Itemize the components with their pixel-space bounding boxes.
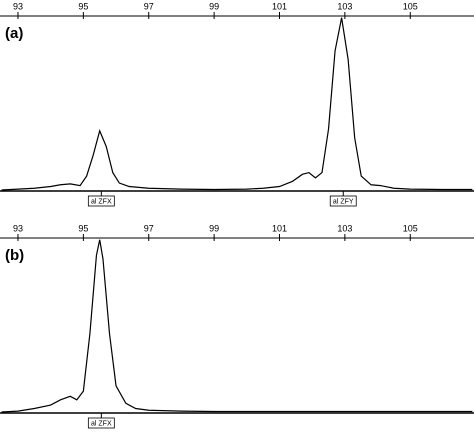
annotation-label: al ZFY <box>333 198 354 205</box>
panel-label: (b) <box>5 247 24 264</box>
x-tick-label: 93 <box>13 223 23 233</box>
trace <box>1 17 473 191</box>
x-tick-label: 101 <box>272 223 287 233</box>
annotation-box <box>87 417 115 429</box>
x-tick-label: 103 <box>337 223 352 233</box>
trace <box>1 239 473 413</box>
annotation-label: al ZFX <box>91 198 112 205</box>
x-tick-label: 103 <box>337 1 352 11</box>
annotation-label: al ZFX <box>91 420 112 427</box>
x-tick-label: 99 <box>209 1 219 11</box>
x-tick-label: 93 <box>13 1 23 11</box>
x-tick-label: 101 <box>272 1 287 11</box>
x-tick-label: 105 <box>403 223 418 233</box>
panel-label: (a) <box>5 25 23 42</box>
x-tick-label: 95 <box>78 1 88 11</box>
x-tick-label: 105 <box>403 1 418 11</box>
x-tick-label: 97 <box>144 223 154 233</box>
annotation-box <box>87 195 115 207</box>
x-tick-label: 99 <box>209 223 219 233</box>
annotation-box <box>329 195 357 207</box>
x-tick-label: 97 <box>144 1 154 11</box>
x-tick-label: 95 <box>78 223 88 233</box>
